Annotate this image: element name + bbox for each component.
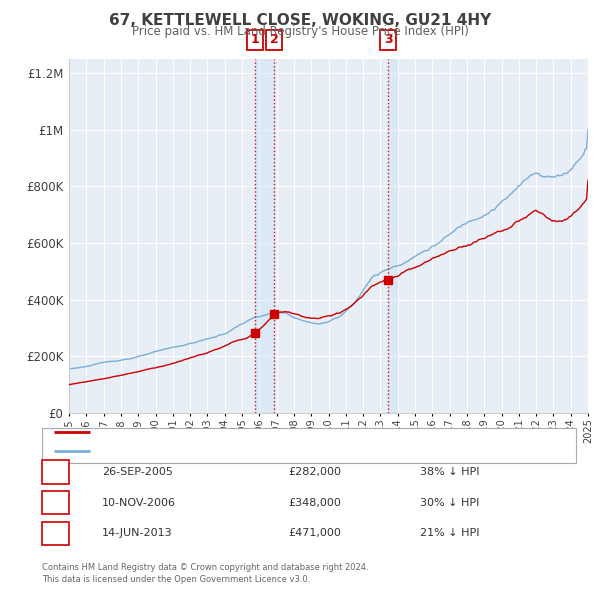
Text: 1: 1 [51, 466, 60, 478]
Text: 38% ↓ HPI: 38% ↓ HPI [420, 467, 479, 477]
Text: 10-NOV-2006: 10-NOV-2006 [102, 498, 176, 507]
Text: 3: 3 [51, 527, 60, 540]
Bar [255, 59, 274, 413]
Text: HPI: Average price, detached house, Woking: HPI: Average price, detached house, Woki… [99, 447, 330, 456]
Text: 30% ↓ HPI: 30% ↓ HPI [420, 498, 479, 507]
Text: 26-SEP-2005: 26-SEP-2005 [102, 467, 173, 477]
Text: 2: 2 [270, 33, 278, 46]
Text: 3: 3 [384, 33, 392, 46]
Text: 21% ↓ HPI: 21% ↓ HPI [420, 529, 479, 538]
Text: 67, KETTLEWELL CLOSE, WOKING, GU21 4HY (detached house): 67, KETTLEWELL CLOSE, WOKING, GU21 4HY (… [99, 428, 427, 437]
Text: Contains HM Land Registry data © Crown copyright and database right 2024.
This d: Contains HM Land Registry data © Crown c… [42, 563, 368, 584]
Text: 1: 1 [250, 33, 259, 46]
Text: 67, KETTLEWELL CLOSE, WOKING, GU21 4HY: 67, KETTLEWELL CLOSE, WOKING, GU21 4HY [109, 13, 491, 28]
Text: Price paid vs. HM Land Registry's House Price Index (HPI): Price paid vs. HM Land Registry's House … [131, 25, 469, 38]
Text: £471,000: £471,000 [288, 529, 341, 538]
Bar [388, 59, 397, 413]
Text: 14-JUN-2013: 14-JUN-2013 [102, 529, 173, 538]
Text: 2: 2 [51, 496, 60, 509]
Text: £348,000: £348,000 [288, 498, 341, 507]
Text: £282,000: £282,000 [288, 467, 341, 477]
